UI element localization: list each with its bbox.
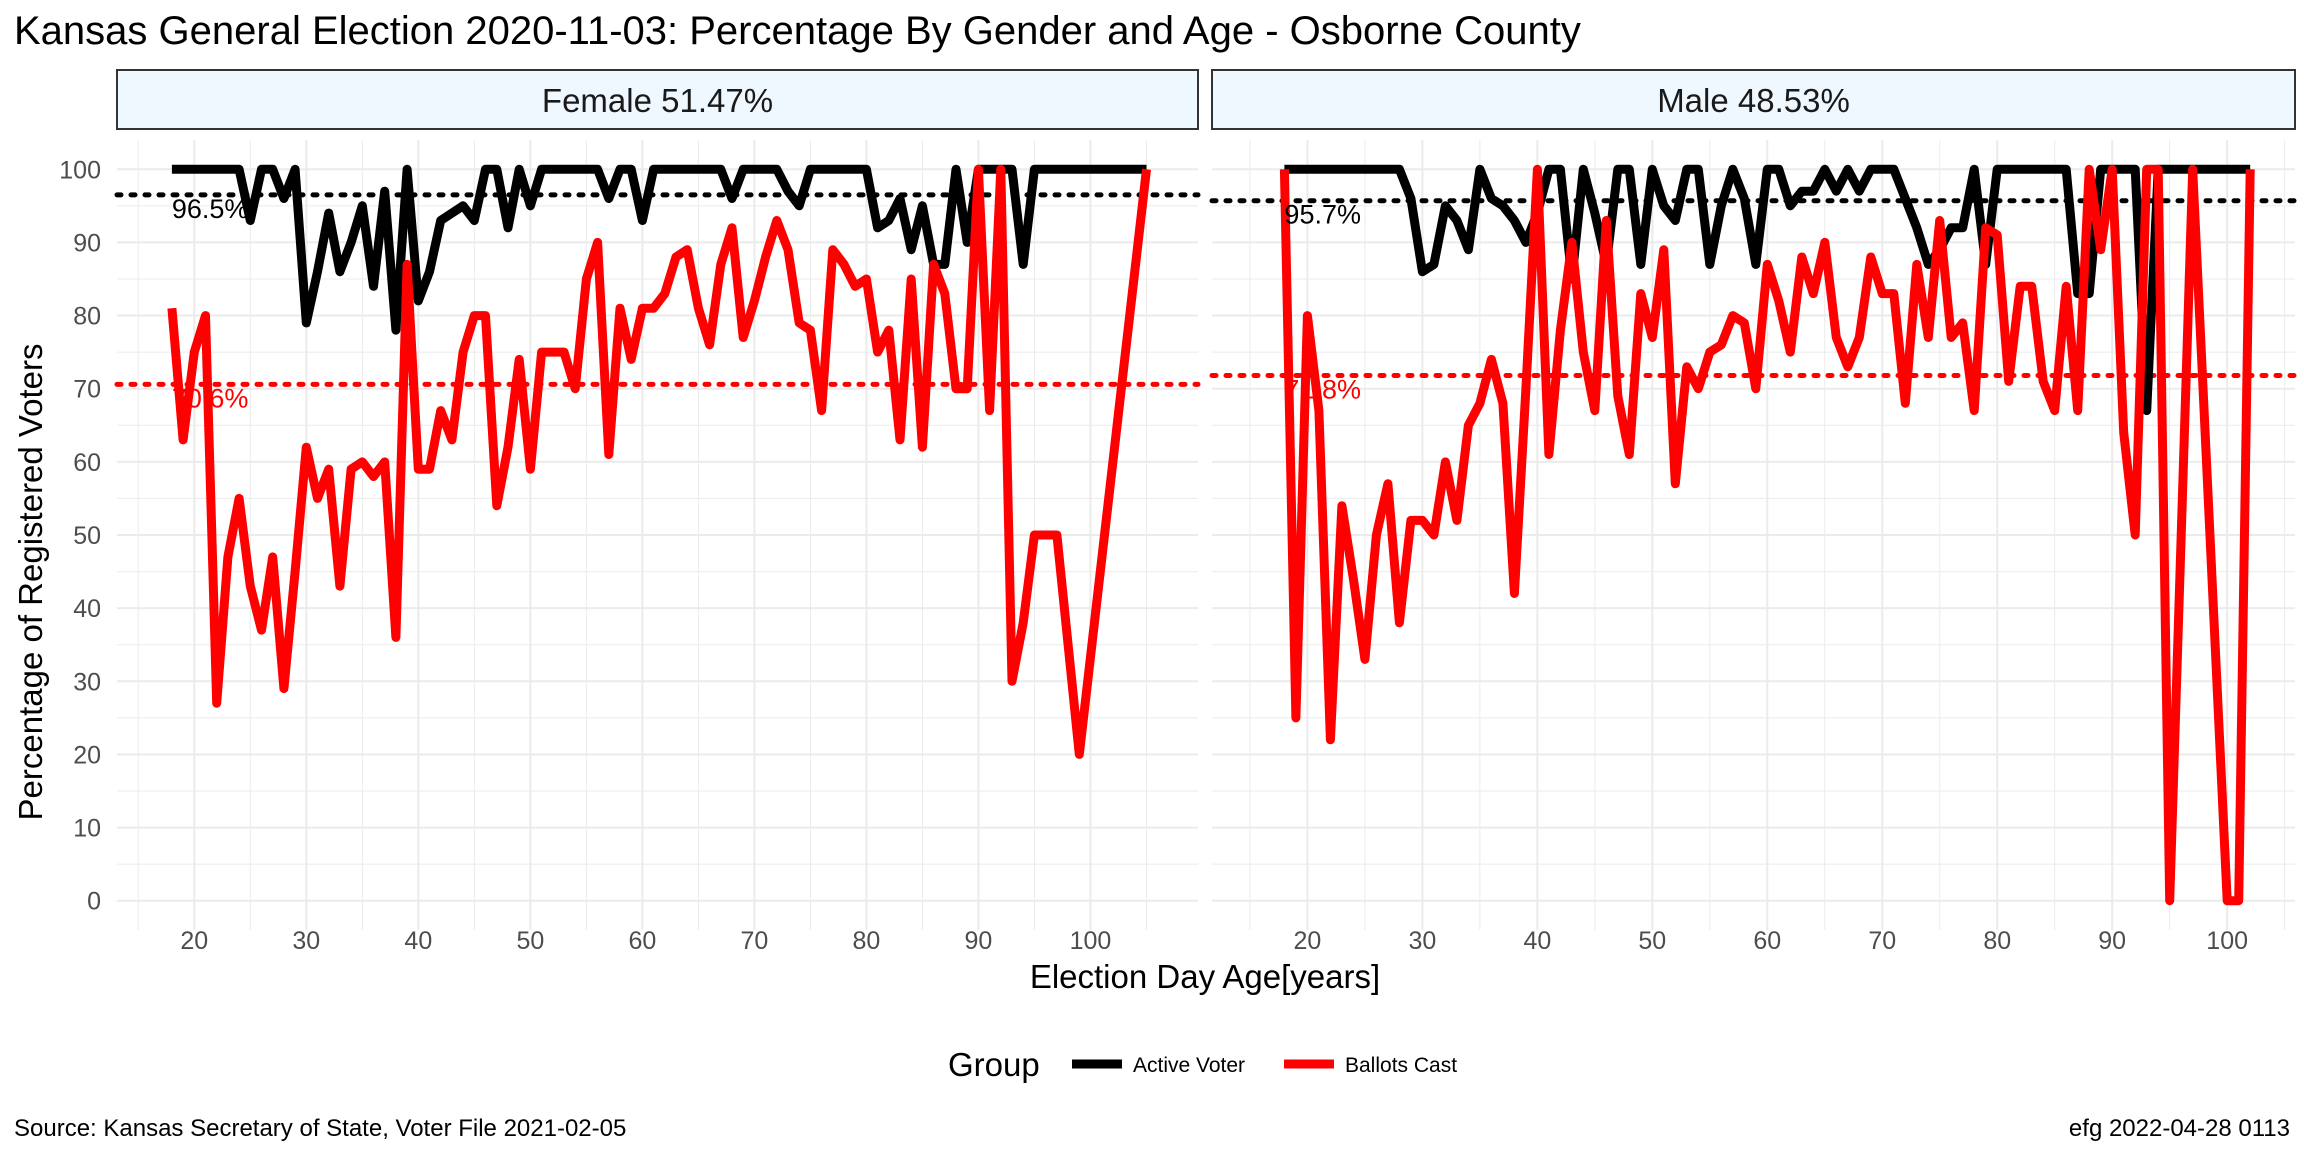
x-tick-label: 40 (404, 927, 432, 955)
y-axis-title: Percentage of Registered Voters (12, 344, 49, 821)
female-active-voter-line (171, 164, 1147, 335)
male-ballots-cast-average-label: 71.8% (1284, 375, 1361, 405)
x-tick-label: 30 (292, 927, 320, 955)
x-tick-label: 20 (180, 927, 208, 955)
female-strip (116, 69, 1199, 130)
female-ballots-cast-average-label: 70.6% (172, 383, 249, 413)
y-axis-ticks: 0 10 20 30 40 50 60 70 80 90 100 (59, 156, 101, 915)
male-active-voter-line (1284, 164, 2251, 416)
y-tick-label: 40 (73, 595, 101, 623)
x-tick-label: 70 (740, 927, 768, 955)
x-tick-label: 100 (1070, 927, 1112, 955)
x-tick-label: 70 (1868, 927, 1896, 955)
male-strip-label: Male 48.53% (1657, 82, 1850, 119)
y-tick-label: 30 (73, 668, 101, 696)
x-tick-label: 80 (853, 927, 881, 955)
x-tick-label: 60 (1753, 927, 1781, 955)
credit-caption: efg 2022-04-28 0113 (2069, 1115, 2290, 1142)
x-tick-label: 60 (628, 927, 656, 955)
x-tick-label: 50 (516, 927, 544, 955)
female-active-voter-average-label: 96.5% (172, 194, 249, 224)
y-tick-label: 100 (59, 156, 101, 184)
male-active-voter-average-label: 95.7% (1284, 200, 1361, 230)
y-tick-label: 60 (73, 449, 101, 477)
legend-label-active: Active Voter (1133, 1054, 1245, 1077)
female-strip-label: Female 51.47% (542, 82, 773, 119)
y-tick-label: 0 (87, 888, 101, 916)
legend-label-ballots: Ballots Cast (1345, 1054, 1457, 1077)
female-ballots-cast-line (167, 164, 1151, 759)
y-tick-label: 20 (73, 741, 101, 769)
x-tick-label: 20 (1294, 927, 1322, 955)
x-tick-label: 100 (2206, 927, 2248, 955)
x-tick-label: 40 (1523, 927, 1551, 955)
male-ballots-cast-line (1279, 164, 2255, 906)
y-tick-label: 10 (73, 815, 101, 843)
legend-title: Group (948, 1046, 1040, 1083)
female-panel: Female 51.47% 96.5% 70.6% 20 30 40 50 60 70 80 9… (114, 69, 1201, 955)
y-tick-label: 90 (73, 229, 101, 257)
y-tick-label: 50 (73, 522, 101, 550)
x-tick-label: 90 (965, 927, 993, 955)
x-tick-label: 90 (2098, 927, 2126, 955)
chart-title: Kansas General Election 2020-11-03: Perc… (14, 9, 1581, 53)
x-tick-label: 30 (1408, 927, 1436, 955)
legend: Group Active Voter Ballots Cast (948, 1046, 1457, 1083)
male-strip (1211, 69, 2296, 130)
source-caption: Source: Kansas Secretary of State, Voter… (14, 1115, 626, 1142)
y-tick-label: 80 (73, 303, 101, 331)
x-tick-label: 80 (1983, 927, 2011, 955)
y-tick-label: 70 (73, 376, 101, 404)
x-axis-title: Election Day Age[years] (1030, 958, 1380, 995)
x-tick-label: 50 (1638, 927, 1666, 955)
male-panel: Male 48.53% 95.7% 71.8% 20 30 40 50 60 70 80 90 1… (1209, 69, 2298, 955)
